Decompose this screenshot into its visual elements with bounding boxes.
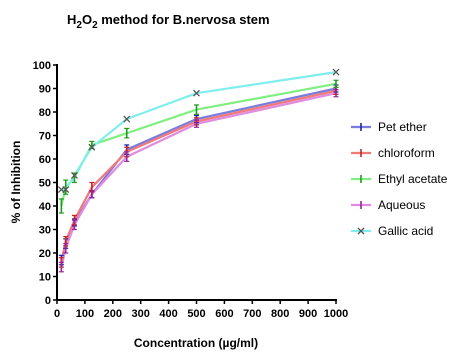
y-tick-label: 40: [39, 201, 51, 213]
legend-label: Gallic acid: [378, 224, 433, 238]
y-tick-label: 70: [39, 131, 51, 143]
data-point: [123, 115, 131, 123]
data-point: [332, 68, 340, 76]
y-tick-label: 30: [39, 225, 51, 237]
data-point: [63, 179, 69, 195]
x-tick-label: 1000: [324, 308, 348, 320]
title-rest: method for B.nervosa stem: [98, 12, 270, 27]
legend-label: Aqueous: [378, 198, 425, 212]
data-point: [194, 104, 199, 115]
x-tick-label: 300: [132, 308, 150, 320]
legend: Pet ether chloroform Ethyl acetate Aqueous G…: [351, 120, 448, 238]
legend-item: Ethyl acetate: [351, 172, 448, 186]
y-tick-label: 20: [39, 248, 51, 260]
x-tick-label: 800: [271, 308, 289, 320]
x-tick-label: 200: [104, 308, 122, 320]
legend-label: chloroform: [378, 146, 435, 160]
data-point: [70, 171, 78, 179]
legend-label: Ethyl acetate: [378, 172, 448, 186]
plot-area: [57, 68, 340, 273]
data-point: [194, 119, 199, 128]
y-tick-label: 100: [33, 60, 51, 72]
data-point: [124, 127, 130, 139]
title-sub-2: 2: [92, 20, 98, 31]
title-h: H: [67, 12, 76, 27]
y-tick-label: 60: [39, 154, 51, 166]
x-tick-label: 900: [299, 308, 317, 320]
chart-title: H2O2 method for B.nervosa stem: [67, 12, 270, 31]
data-point: [58, 261, 64, 273]
legend-item: Pet ether: [351, 120, 427, 134]
legend-item: Gallic acid: [351, 224, 433, 238]
data-point: [89, 190, 95, 199]
data-point: [88, 143, 96, 151]
data-point: [62, 186, 70, 194]
legend-item: Aqueous: [351, 198, 425, 212]
x-tick-label: 500: [187, 308, 205, 320]
axes: 0 100 200 300 400 500 600 700 800 900 1000 0 10 20 30 4…: [33, 60, 349, 320]
x-tick-label: 100: [76, 308, 94, 320]
x-tick-label: 400: [159, 308, 177, 320]
y-tick-label: 10: [39, 272, 51, 284]
data-point: [333, 89, 339, 98]
x-axis-title: Concentration (µg/ml): [134, 336, 258, 350]
y-tick-label: 80: [39, 107, 51, 119]
y-tick-label: 50: [39, 178, 51, 190]
data-point: [63, 243, 69, 254]
legend-label: Pet ether: [378, 120, 427, 134]
data-point: [333, 79, 339, 88]
title-sub-1: 2: [76, 20, 82, 31]
series-line-4: [61, 71, 337, 191]
x-tick-label: 600: [215, 308, 233, 320]
data-point: [124, 151, 130, 162]
x-tick-label: 0: [54, 308, 60, 320]
legend-item: chloroform: [351, 146, 435, 160]
y-axis-title: % of Inhibition: [9, 141, 23, 224]
data-point: [71, 219, 77, 231]
y-tick-label: 0: [45, 295, 51, 307]
x-tick-label: 700: [243, 308, 261, 320]
data-point: [58, 198, 64, 214]
title-o: O: [82, 12, 92, 27]
data-point: [193, 89, 200, 97]
series-line-1: [60, 89, 337, 263]
y-tick-label: 90: [39, 84, 51, 96]
